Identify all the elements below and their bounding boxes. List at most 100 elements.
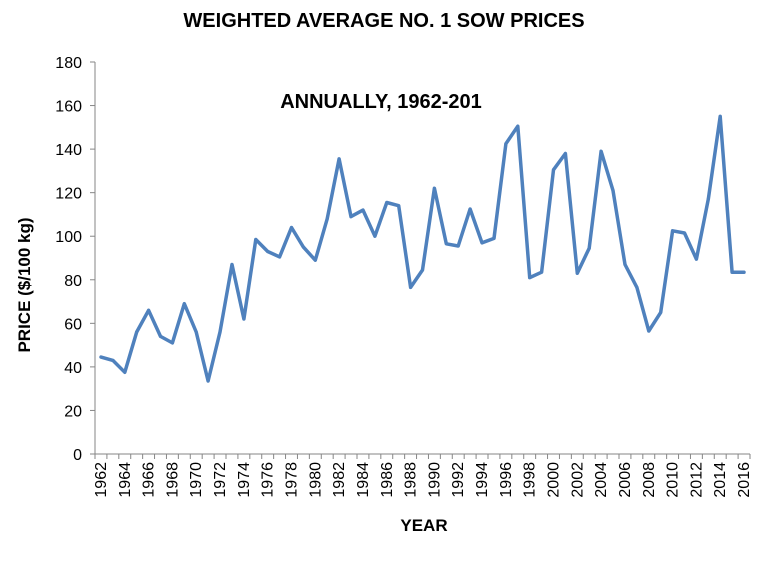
data-point <box>242 317 246 321</box>
x-tick-label: 1978 <box>284 462 301 498</box>
y-tick-label: 120 <box>55 186 82 203</box>
data-point <box>361 208 365 212</box>
x-tick-label: 1974 <box>236 462 253 498</box>
data-point <box>278 255 282 259</box>
y-tick-label: 20 <box>64 403 82 420</box>
data-point <box>170 341 174 345</box>
x-tick-label: 1996 <box>498 462 515 498</box>
data-point <box>647 329 651 333</box>
x-tick-label: 1968 <box>164 462 181 498</box>
data-point <box>540 270 544 274</box>
x-tick-label: 1992 <box>450 462 467 498</box>
y-axis: 0 20 40 60 80 100 120 140 160 180 <box>55 55 96 464</box>
data-point <box>385 201 389 204</box>
data-point <box>111 358 115 362</box>
data-point <box>599 149 603 153</box>
y-axis-title: PRICE ($/100 kg) <box>15 217 34 352</box>
x-tick-label: 1994 <box>474 462 491 498</box>
data-point <box>552 168 555 172</box>
data-point <box>218 330 222 334</box>
data-point <box>635 285 639 289</box>
data-point <box>563 152 567 155</box>
data-point <box>99 355 103 359</box>
data-point <box>432 186 436 190</box>
y-tick-label: 40 <box>64 360 82 377</box>
data-point <box>290 226 293 229</box>
data-point <box>409 285 413 289</box>
x-tick-label: 1966 <box>141 462 158 498</box>
data-point <box>421 268 424 272</box>
data-point <box>516 124 520 128</box>
data-point <box>671 229 675 233</box>
x-tick-label: 2002 <box>569 462 586 498</box>
data-point <box>659 310 663 314</box>
data-point <box>159 334 162 338</box>
data-point <box>528 276 532 280</box>
series-layer <box>99 114 746 383</box>
data-point <box>456 244 460 248</box>
data-point <box>397 204 401 208</box>
data-point <box>325 217 329 221</box>
data-point <box>194 330 198 334</box>
data-point <box>706 197 710 201</box>
data-point <box>468 207 472 211</box>
data-point <box>147 308 151 312</box>
x-tick-label: 2000 <box>546 462 563 498</box>
x-tick-label: 2008 <box>641 462 658 498</box>
data-point <box>683 231 686 235</box>
data-point <box>182 302 186 306</box>
x-tick-label: 1964 <box>117 462 134 498</box>
data-point <box>694 257 698 261</box>
data-point <box>373 234 377 238</box>
y-tick-label: 0 <box>73 447 82 464</box>
data-point <box>123 370 127 374</box>
y-tick-label: 180 <box>55 55 82 72</box>
x-tick-label: 1990 <box>426 462 443 498</box>
data-point <box>266 250 270 253</box>
data-point <box>492 236 496 240</box>
x-tick-label: 1972 <box>212 462 229 498</box>
x-tick-label: 1976 <box>260 462 277 498</box>
y-axis-ticks: 0 20 40 60 80 100 120 140 160 180 <box>55 55 95 464</box>
x-tick-label: 2006 <box>617 462 634 498</box>
data-point <box>504 142 508 146</box>
x-axis-title: YEAR <box>400 516 447 535</box>
data-point <box>718 114 722 118</box>
x-tick-label: 2010 <box>665 462 682 498</box>
data-point <box>301 245 305 249</box>
data-point <box>349 215 353 219</box>
data-point <box>206 379 210 383</box>
chart-title: WEIGHTED AVERAGE NO. 1 SOW PRICES <box>183 10 584 32</box>
x-axis-ticks: 1962 1964 1966 1968 1970 1972 1974 1976 1978 1980… <box>93 454 753 498</box>
x-tick-label: 2012 <box>688 462 705 498</box>
data-point <box>730 270 734 274</box>
x-tick-label: 1998 <box>522 462 539 498</box>
y-tick-label: 100 <box>55 229 82 246</box>
y-tick-label: 160 <box>55 99 82 116</box>
x-tick-label: 1980 <box>307 462 324 498</box>
data-point <box>623 263 627 266</box>
data-point <box>480 241 484 245</box>
data-point <box>575 271 579 275</box>
data-point <box>742 270 746 274</box>
y-tick-label: 140 <box>55 142 82 159</box>
data-point <box>230 263 234 266</box>
chart-subtitle: ANNUALLY, 1962-201 <box>280 91 482 113</box>
data-point <box>587 246 591 250</box>
data-point <box>254 238 258 241</box>
x-tick-label: 1984 <box>355 462 372 498</box>
x-tick-label: 1988 <box>403 462 420 498</box>
x-tick-label: 1986 <box>379 462 396 498</box>
price-series-line <box>99 114 746 383</box>
data-point <box>135 330 139 334</box>
y-tick-label: 80 <box>64 273 82 290</box>
data-point <box>611 189 615 192</box>
x-tick-label: 2014 <box>712 462 729 498</box>
x-tick-label: 1962 <box>93 462 110 498</box>
data-point <box>444 242 448 246</box>
data-point <box>337 157 341 161</box>
x-tick-label: 1970 <box>188 462 205 498</box>
x-tick-label: 1982 <box>331 462 348 498</box>
y-tick-label: 60 <box>64 316 82 333</box>
x-tick-label: 2016 <box>736 462 753 498</box>
